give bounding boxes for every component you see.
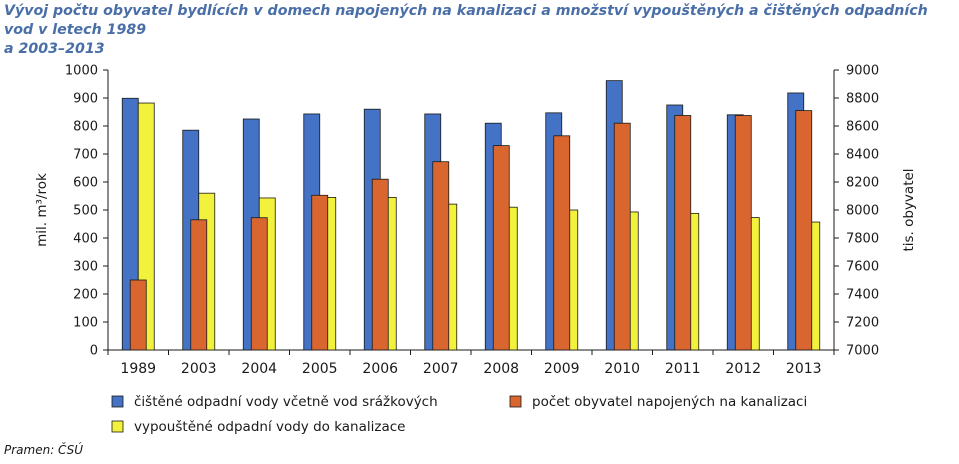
left-tick-label: 500	[73, 204, 98, 219]
legend-label: čištěné odpadní vody včetně vod srážkový…	[134, 394, 438, 410]
right-tick-label: 8000	[846, 204, 879, 219]
category-label: 2013	[786, 361, 822, 377]
source-note: Pramen: ČSÚ	[4, 443, 83, 457]
right-tick-label: 8200	[846, 176, 879, 191]
y-axis-title-right: tis. obyvatel	[901, 168, 917, 251]
category-label: 2011	[665, 361, 701, 377]
bar-obyvatel-1989	[130, 280, 146, 350]
right-tick-label: 9000	[846, 64, 879, 79]
bar-obyvatel-2004	[251, 218, 267, 350]
legend-label: počet obyvatel napojených na kanalizaci	[532, 394, 807, 410]
bar-obyvatel-2007	[433, 162, 449, 350]
category-label: 2008	[483, 361, 519, 377]
legend-swatch	[510, 396, 521, 407]
left-tick-label: 200	[73, 288, 98, 303]
legend-swatch	[112, 421, 123, 432]
right-tick-label: 7000	[846, 344, 879, 359]
left-tick-label: 100	[73, 316, 98, 331]
left-tick-label: 0	[90, 344, 98, 359]
bar-obyvatel-2003	[191, 220, 207, 350]
right-tick-label: 7400	[846, 288, 879, 303]
bar-obyvatel-2010	[614, 123, 630, 350]
category-label: 2003	[181, 361, 217, 377]
category-label: 2004	[241, 361, 277, 377]
left-tick-label: 600	[73, 176, 98, 191]
left-tick-label: 700	[73, 148, 98, 163]
bar-obyvatel-2009	[554, 136, 570, 350]
left-tick-label: 300	[73, 260, 98, 275]
right-tick-label: 7800	[846, 232, 879, 247]
left-tick-label: 900	[73, 92, 98, 107]
bar-chart: 0 100 200 300 400 500 600 700 800 900 1000 7000 7200…	[0, 0, 959, 464]
bar-obyvatel-2008	[493, 146, 509, 350]
category-label: 2010	[604, 361, 640, 377]
left-tick-label: 800	[73, 120, 98, 135]
right-tick-label: 8400	[846, 148, 879, 163]
category-label: 2012	[725, 361, 761, 377]
right-tick-label: 8800	[846, 92, 879, 107]
bar-obyvatel-2005	[312, 195, 328, 350]
right-tick-label: 7200	[846, 316, 879, 331]
bar-obyvatel-2006	[372, 179, 388, 350]
right-tick-label: 8600	[846, 120, 879, 135]
left-tick-label: 400	[73, 232, 98, 247]
y-axis-title-left: mil. m³/rok	[34, 173, 50, 247]
category-label: 2005	[302, 361, 338, 377]
bar-obyvatel-2012	[735, 116, 751, 351]
category-label: 2009	[544, 361, 580, 377]
right-tick-label: 7600	[846, 260, 879, 275]
bar-obyvatel-2011	[675, 116, 691, 351]
legend-swatch	[112, 396, 123, 407]
left-tick-label: 1000	[65, 64, 98, 79]
category-label: 2007	[423, 361, 459, 377]
category-label: 2006	[362, 361, 398, 377]
legend-label: vypouštěné odpadní vody do kanalizace	[134, 419, 405, 435]
category-label: 1989	[120, 361, 156, 377]
bar-obyvatel-2013	[796, 111, 812, 350]
